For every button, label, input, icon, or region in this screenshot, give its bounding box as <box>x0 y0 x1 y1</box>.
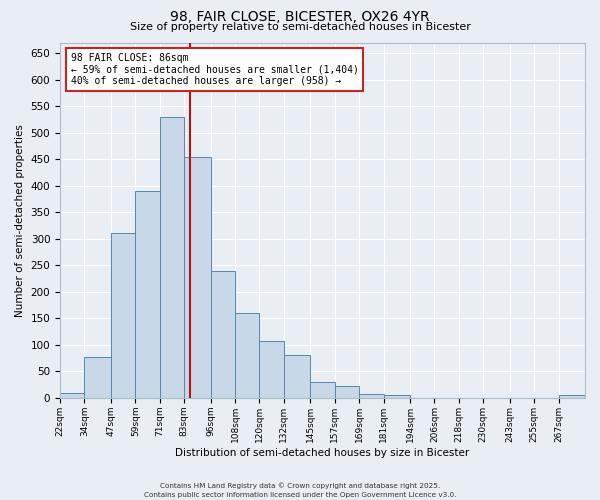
Bar <box>235 313 259 398</box>
Bar <box>136 191 160 398</box>
Bar <box>60 392 85 398</box>
Bar <box>310 382 335 398</box>
Bar <box>359 394 383 398</box>
Text: Contains public sector information licensed under the Open Government Licence v3: Contains public sector information licen… <box>144 492 456 498</box>
Bar <box>111 234 136 398</box>
Text: 98, FAIR CLOSE, BICESTER, OX26 4YR: 98, FAIR CLOSE, BICESTER, OX26 4YR <box>170 10 430 24</box>
Bar <box>85 356 111 398</box>
Bar <box>259 341 284 398</box>
Text: Contains HM Land Registry data © Crown copyright and database right 2025.: Contains HM Land Registry data © Crown c… <box>160 482 440 489</box>
Bar <box>211 270 235 398</box>
Text: Size of property relative to semi-detached houses in Bicester: Size of property relative to semi-detach… <box>130 22 470 32</box>
Bar <box>559 396 585 398</box>
Y-axis label: Number of semi-detached properties: Number of semi-detached properties <box>15 124 25 316</box>
X-axis label: Distribution of semi-detached houses by size in Bicester: Distribution of semi-detached houses by … <box>175 448 470 458</box>
Bar <box>383 396 410 398</box>
Bar <box>335 386 359 398</box>
Text: 98 FAIR CLOSE: 86sqm
← 59% of semi-detached houses are smaller (1,404)
40% of se: 98 FAIR CLOSE: 86sqm ← 59% of semi-detac… <box>71 53 358 86</box>
Bar <box>184 156 211 398</box>
Bar <box>160 117 184 398</box>
Bar <box>284 356 310 398</box>
